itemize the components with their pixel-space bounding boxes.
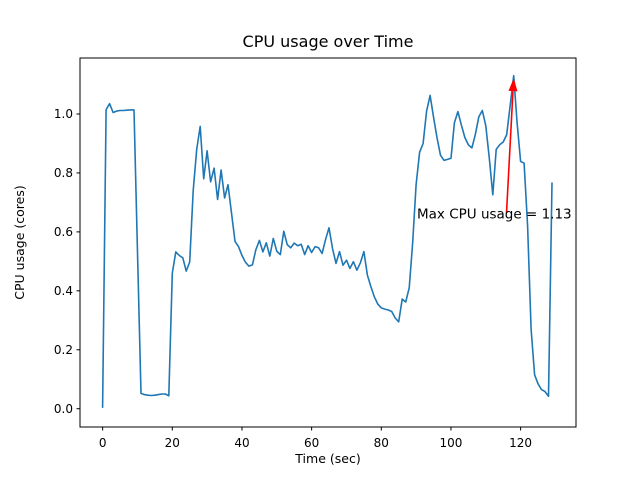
y-tick-label: 0.0 bbox=[54, 402, 73, 416]
y-tick-label: 0.4 bbox=[54, 284, 73, 298]
x-tick-label: 80 bbox=[374, 436, 389, 450]
y-axis-ticks: 0.0 0.2 0.4 0.6 0.8 1.0 bbox=[54, 107, 80, 416]
cpu-usage-line bbox=[101, 74, 553, 409]
annotation-text: Max CPU usage = 1.13 bbox=[417, 207, 572, 223]
x-tick-label: 20 bbox=[165, 436, 180, 450]
arrow-shaft bbox=[505, 91, 514, 214]
x-tick-label: 100 bbox=[440, 436, 463, 450]
x-tick-label: 120 bbox=[509, 436, 532, 450]
x-axis-ticks: 0 20 40 60 80 100 120 bbox=[99, 427, 532, 450]
x-tick-label: 60 bbox=[304, 436, 319, 450]
annotation-arrow bbox=[505, 78, 518, 214]
axes-frame bbox=[79, 57, 577, 428]
y-tick-label: 0.8 bbox=[54, 166, 73, 180]
arrow-head bbox=[508, 78, 518, 92]
y-tick-label: 1.0 bbox=[54, 107, 73, 121]
x-tick-label: 40 bbox=[234, 436, 249, 450]
y-axis-label: CPU usage (cores) bbox=[12, 185, 27, 299]
y-tick-label: 0.2 bbox=[54, 343, 73, 357]
x-axis-label: Time (sec) bbox=[294, 451, 360, 466]
chart-title: CPU usage over Time bbox=[243, 32, 414, 51]
y-tick-label: 0.6 bbox=[54, 225, 73, 239]
x-tick-label: 0 bbox=[99, 436, 107, 450]
